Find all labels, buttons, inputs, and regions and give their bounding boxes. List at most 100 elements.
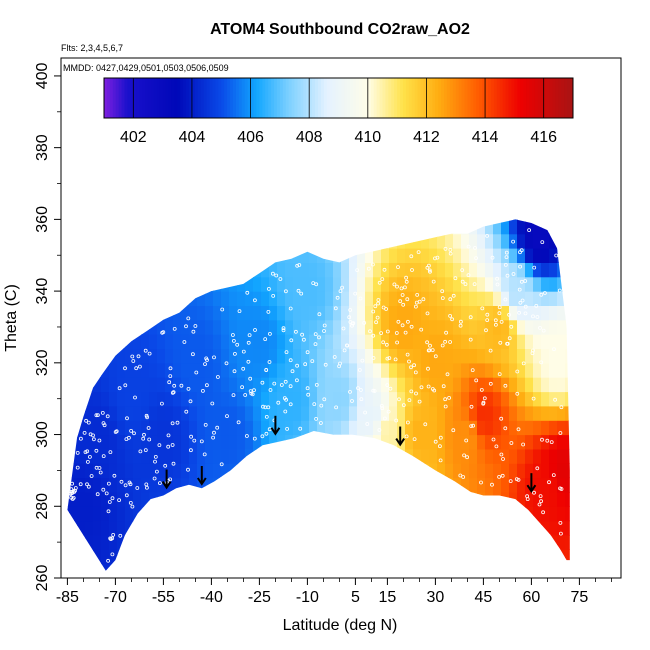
field-cell bbox=[573, 406, 582, 421]
field-cell bbox=[253, 434, 262, 450]
field-cell bbox=[485, 291, 494, 306]
field-cell bbox=[67, 535, 70, 550]
field-cell bbox=[189, 448, 198, 464]
field-cell bbox=[325, 563, 334, 571]
field-cell bbox=[141, 377, 150, 393]
sample-point bbox=[534, 303, 539, 308]
field-cell bbox=[341, 434, 350, 450]
field-cell bbox=[101, 191, 110, 206]
sample-point bbox=[481, 400, 486, 405]
sample-point bbox=[387, 356, 392, 361]
field-cell bbox=[533, 291, 542, 306]
field-cell bbox=[565, 233, 570, 249]
field-cell bbox=[277, 219, 286, 220]
field-cell bbox=[173, 248, 182, 263]
colorbar-segment bbox=[423, 78, 427, 118]
colorbar-segment bbox=[268, 78, 272, 118]
sample-point bbox=[511, 272, 516, 276]
colorbar-segment bbox=[323, 78, 328, 118]
field-cell bbox=[549, 477, 558, 493]
field-cell bbox=[109, 362, 118, 378]
sample-point bbox=[380, 406, 385, 411]
field-cell bbox=[189, 477, 198, 493]
sample-point bbox=[274, 273, 279, 278]
field-cell bbox=[301, 391, 310, 407]
field-cell bbox=[501, 391, 510, 407]
field-cell bbox=[373, 434, 382, 450]
field-cell bbox=[173, 377, 182, 393]
field-cell bbox=[597, 463, 606, 478]
field-cell bbox=[605, 320, 614, 335]
colorbar-segment bbox=[253, 78, 257, 118]
sample-point bbox=[440, 296, 445, 301]
field-cell bbox=[381, 448, 390, 464]
sample-point bbox=[470, 368, 475, 373]
field-cell bbox=[67, 319, 70, 335]
field-cell bbox=[341, 549, 350, 565]
field-cell bbox=[341, 305, 350, 321]
field-cell bbox=[165, 291, 174, 306]
field-cell bbox=[405, 305, 414, 321]
field-cell bbox=[485, 491, 494, 507]
field-cell bbox=[597, 478, 606, 493]
field-cell bbox=[77, 219, 86, 220]
field-cell bbox=[325, 233, 334, 249]
field-cell bbox=[509, 233, 518, 249]
field-cell bbox=[317, 305, 326, 321]
field-cell bbox=[413, 535, 422, 550]
field-cell bbox=[213, 391, 222, 407]
field-cell bbox=[541, 291, 550, 306]
field-cell bbox=[517, 305, 526, 321]
field-cell bbox=[277, 291, 286, 306]
field-cell bbox=[517, 219, 526, 220]
field-cell bbox=[85, 448, 94, 464]
sample-point bbox=[495, 276, 500, 281]
field-cell bbox=[557, 219, 566, 235]
field-cell bbox=[533, 233, 542, 249]
field-cell bbox=[509, 305, 518, 321]
sample-point bbox=[409, 254, 414, 259]
field-cell bbox=[405, 291, 414, 306]
field-cell bbox=[109, 405, 118, 421]
field-cell bbox=[293, 405, 302, 421]
field-cell bbox=[181, 420, 190, 436]
field-cell bbox=[125, 319, 134, 335]
field-cell bbox=[317, 319, 326, 335]
field-cell bbox=[565, 362, 570, 378]
field-cell bbox=[493, 477, 502, 493]
field-cell bbox=[101, 434, 110, 450]
field-cell bbox=[93, 491, 102, 507]
field-cell bbox=[221, 262, 230, 278]
field-cell bbox=[469, 549, 478, 565]
sample-point bbox=[426, 263, 431, 268]
sample-point bbox=[363, 410, 368, 415]
field-cell bbox=[109, 291, 118, 306]
field-cell bbox=[261, 506, 270, 522]
field-cell bbox=[173, 563, 182, 571]
field-cell bbox=[197, 291, 206, 306]
field-cell bbox=[261, 477, 270, 493]
sample-point bbox=[474, 256, 479, 261]
sample-point bbox=[426, 366, 430, 371]
field-cell bbox=[309, 405, 318, 421]
x-tick-label: -55 bbox=[152, 589, 175, 606]
field-cell bbox=[485, 549, 494, 565]
field-cell bbox=[117, 191, 126, 206]
field-cell bbox=[373, 219, 382, 235]
field-cell bbox=[293, 262, 302, 278]
sample-point bbox=[431, 279, 436, 284]
field-cell bbox=[149, 305, 158, 321]
sample-point bbox=[232, 351, 237, 356]
field-cell bbox=[69, 391, 78, 407]
field-cell bbox=[101, 391, 110, 407]
field-cell bbox=[189, 191, 198, 206]
field-cell bbox=[125, 276, 134, 292]
colorbar-segment bbox=[405, 78, 410, 118]
field-cell bbox=[173, 506, 182, 522]
sample-point bbox=[276, 400, 281, 405]
field-cell bbox=[517, 563, 526, 571]
field-cell bbox=[549, 248, 558, 263]
field-cell bbox=[541, 563, 550, 571]
sample-point bbox=[235, 342, 240, 347]
sample-point bbox=[170, 390, 175, 395]
